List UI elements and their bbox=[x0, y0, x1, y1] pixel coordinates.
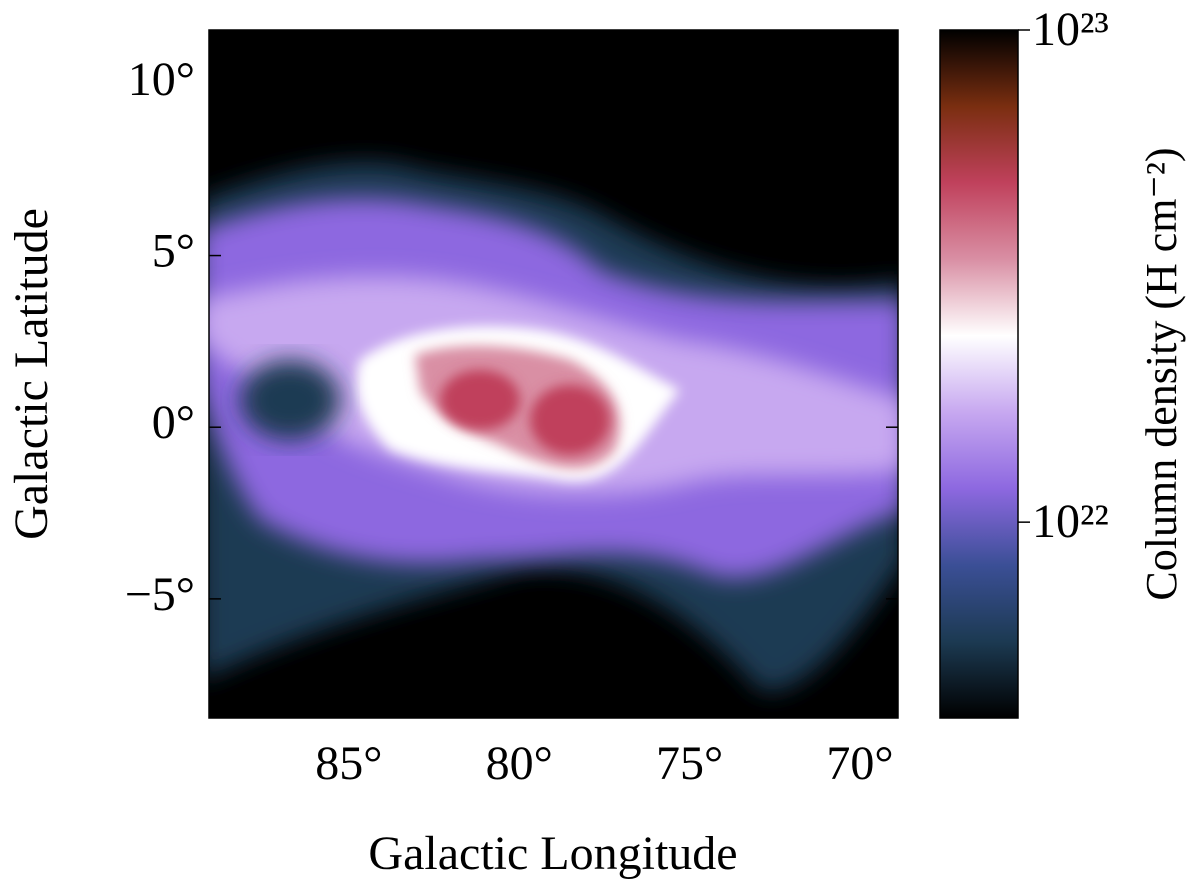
colorbar bbox=[939, 29, 1019, 719]
x-tick-label: 70° bbox=[826, 737, 893, 790]
x-tick-label: 80° bbox=[486, 737, 553, 790]
x-axis-label: Galactic Longitude bbox=[368, 827, 737, 880]
plot-frame bbox=[208, 29, 899, 719]
colorbar-tick-label: 10²² bbox=[1032, 495, 1109, 548]
colorbar-tick-label: 10²³ bbox=[1032, 3, 1109, 56]
x-tick-label: 75° bbox=[656, 737, 723, 790]
colorbar-label: Column density (H cm⁻²) bbox=[1137, 147, 1186, 600]
y-axis-label: Galactic Latitude bbox=[5, 208, 58, 540]
map-core-red bbox=[530, 385, 610, 455]
y-tick-label: 0° bbox=[152, 396, 195, 449]
column-density-map bbox=[209, 30, 898, 718]
y-tick-label: 5° bbox=[152, 225, 195, 278]
map-dark-patch bbox=[240, 360, 340, 440]
y-tick-label: −5° bbox=[125, 568, 195, 621]
y-tick-label: 10° bbox=[128, 53, 195, 106]
map-core-red bbox=[440, 370, 520, 430]
x-tick-label: 85° bbox=[315, 737, 382, 790]
